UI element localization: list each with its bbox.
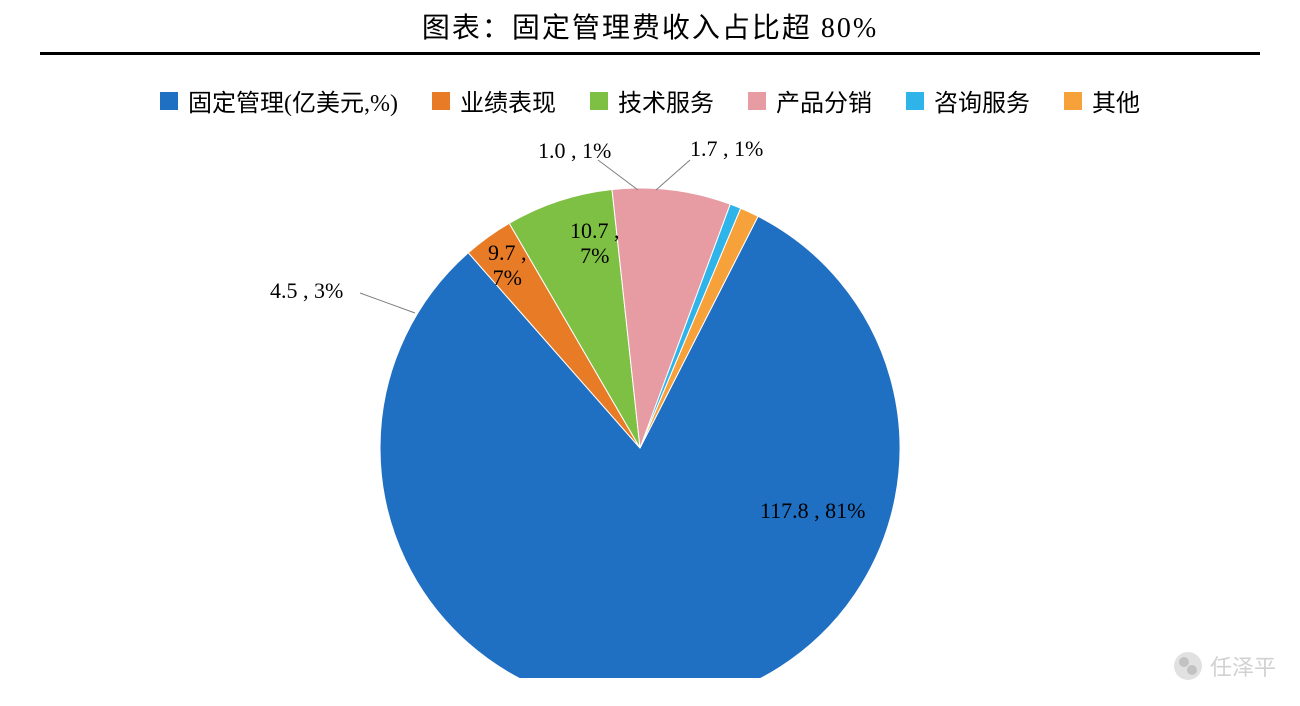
legend-label: 技术服务 — [618, 83, 714, 118]
legend-swatch — [748, 92, 766, 110]
slice-label: 1.0 , 1% — [538, 138, 611, 163]
slice-label: 9.7 , 7% — [488, 240, 527, 291]
watermark-text: 任泽平 — [1210, 650, 1276, 682]
leader-line — [656, 160, 690, 190]
title-underline — [40, 52, 1260, 55]
legend-item: 咨询服务 — [906, 83, 1030, 118]
legend-item: 其他 — [1064, 83, 1140, 118]
legend-item: 固定管理(亿美元,%) — [160, 83, 398, 118]
legend-swatch — [906, 92, 924, 110]
leader-line — [360, 293, 415, 313]
legend-swatch — [1064, 92, 1082, 110]
watermark: 任泽平 — [1174, 650, 1276, 682]
legend-item: 产品分销 — [748, 83, 872, 118]
slice-label: 117.8 , 81% — [760, 498, 866, 523]
legend-label: 产品分销 — [776, 83, 872, 118]
legend-swatch — [432, 92, 450, 110]
legend-item: 技术服务 — [590, 83, 714, 118]
legend: 固定管理(亿美元,%) 业绩表现 技术服务 产品分销 咨询服务 其他 — [0, 83, 1300, 118]
legend-label: 业绩表现 — [460, 83, 556, 118]
legend-item: 业绩表现 — [432, 83, 556, 118]
legend-swatch — [590, 92, 608, 110]
slice-label: 10.7 , 7% — [570, 218, 620, 269]
chart-title: 图表：固定管理费收入占比超 80% — [0, 0, 1300, 46]
legend-label: 其他 — [1092, 83, 1140, 118]
leader-line — [598, 160, 638, 190]
pie-chart-area: 117.8 , 81% 4.5 , 3% 9.7 , 7% 10.7 , 7% 1.0 … — [0, 118, 1300, 678]
slice-label: 4.5 , 3% — [270, 278, 343, 303]
legend-label: 咨询服务 — [934, 83, 1030, 118]
slice-label: 1.7 , 1% — [690, 136, 763, 161]
pie-chart — [0, 118, 1300, 678]
wechat-icon — [1174, 652, 1202, 680]
legend-label: 固定管理(亿美元,%) — [188, 83, 398, 118]
legend-swatch — [160, 92, 178, 110]
